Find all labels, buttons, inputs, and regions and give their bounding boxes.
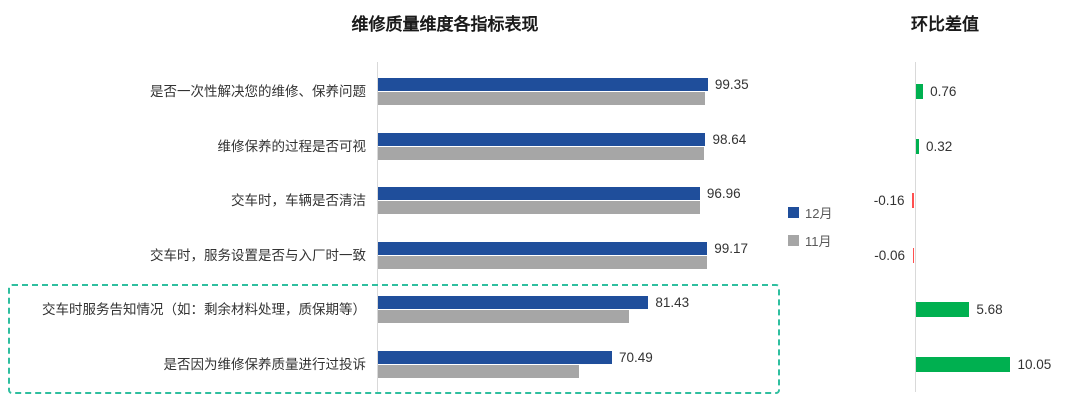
december-value-label: 98.64 (712, 131, 747, 147)
december-bar (378, 351, 613, 364)
december-value-label: 99.17 (714, 240, 749, 256)
legend-label-december: 12月 (805, 205, 833, 221)
diff-value-label: 0.32 (926, 138, 953, 154)
diff-bar-positive (916, 302, 970, 318)
december-bar (378, 296, 649, 310)
diff-value-label: -0.16 (873, 193, 905, 209)
november-bar (378, 255, 708, 269)
december-value-label: 70.49 (619, 350, 653, 365)
november-color-swatch (788, 234, 799, 246)
diff-bar-negative (913, 247, 914, 263)
right-chart-axis-line (915, 62, 916, 392)
november-bar (378, 310, 630, 324)
diff-value-label: 5.68 (976, 302, 1003, 318)
december-value-label: 81.43 (655, 295, 690, 311)
legend: 12月 11月 (788, 202, 832, 258)
category-label: 是否一次性解决您的维修、保养问题 (150, 84, 366, 99)
category-label: 交车时，车辆是否清洁 (231, 193, 366, 209)
right-chart-title: 环比差值 (911, 15, 979, 34)
december-bar (378, 78, 708, 91)
november-bar (378, 201, 701, 215)
diff-bar-positive (916, 357, 1011, 372)
left-chart-title: 维修质量维度各指标表现 (351, 15, 539, 34)
left-chart-axis-line (377, 62, 378, 392)
category-label: 维修保养的过程是否可视 (217, 138, 367, 154)
legend-label-november: 11月 (805, 233, 832, 249)
diff-bar-positive (916, 138, 919, 154)
legend-item-december: 12月 (788, 202, 832, 222)
december-color-swatch (788, 206, 799, 218)
highlight-dashed-box (8, 284, 780, 394)
november-bar (378, 92, 706, 105)
category-label: 交车时，服务设置是否与入厂时一致 (150, 247, 366, 263)
diff-value-label: 0.76 (930, 84, 957, 99)
november-bar (378, 365, 579, 378)
december-bar (378, 241, 708, 255)
diff-value-label: 10.05 (1017, 357, 1052, 372)
legend-item-november: 11月 (788, 230, 832, 250)
category-label: 交车时服务告知情况（如：剩余材料处理，质保期等） (42, 302, 366, 318)
december-value-label: 99.35 (714, 77, 749, 92)
diff-value-label: -0.06 (874, 247, 905, 263)
december-bar (378, 132, 706, 146)
diff-bar-positive (916, 84, 924, 99)
december-bar (378, 187, 700, 201)
december-value-label: 96.96 (706, 186, 741, 202)
november-bar (378, 146, 705, 160)
diff-bar-negative (912, 193, 914, 209)
category-label: 是否因为维修保养质量进行过投诉 (163, 357, 367, 372)
